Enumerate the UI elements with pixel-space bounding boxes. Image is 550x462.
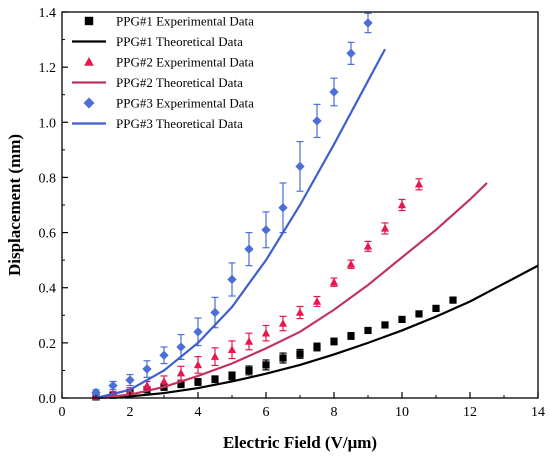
legend-item: PPG#1 Theoretical Data bbox=[72, 34, 243, 49]
data-point bbox=[261, 225, 271, 235]
legend-label: PPG#1 Theoretical Data bbox=[116, 34, 243, 49]
legend-marker-swatch bbox=[84, 16, 94, 26]
data-point bbox=[176, 342, 186, 352]
legend-item: PPG#2 Theoretical Data bbox=[72, 75, 243, 90]
series-5 bbox=[91, 12, 373, 398]
x-tick-label: 6 bbox=[263, 405, 270, 420]
data-point bbox=[415, 310, 423, 318]
series-2 bbox=[95, 264, 539, 400]
x-tick-label: 0 bbox=[59, 405, 66, 420]
series-line bbox=[95, 182, 488, 400]
data-point bbox=[330, 337, 338, 346]
data-point bbox=[414, 180, 424, 188]
data-point bbox=[228, 372, 236, 380]
legend-label: PPG#3 Theoretical Data bbox=[116, 116, 243, 131]
data-point bbox=[211, 375, 219, 383]
series-3 bbox=[91, 178, 424, 400]
data-point bbox=[347, 332, 355, 340]
data-point bbox=[193, 327, 203, 337]
x-tick-label: 10 bbox=[395, 405, 409, 420]
data-point bbox=[279, 354, 287, 362]
legend-item: PPG#2 Experimental Data bbox=[84, 55, 254, 70]
data-point bbox=[194, 378, 202, 386]
data-point bbox=[397, 200, 407, 209]
plot-marks bbox=[91, 12, 539, 401]
series-4 bbox=[95, 182, 488, 400]
x-tick-label: 8 bbox=[331, 405, 338, 420]
x-axis-title: Electric Field (V/μm) bbox=[223, 433, 377, 452]
data-point bbox=[312, 116, 322, 126]
data-point bbox=[363, 242, 373, 250]
data-point bbox=[176, 368, 186, 377]
series-line bbox=[95, 48, 386, 400]
legend-label: PPG#3 Experimental Data bbox=[116, 96, 254, 111]
y-tick-label: 0.2 bbox=[39, 337, 57, 352]
data-point bbox=[210, 352, 220, 360]
data-point bbox=[278, 319, 288, 327]
y-tick-label: 1.4 bbox=[39, 6, 57, 21]
data-point bbox=[125, 375, 135, 385]
data-point bbox=[227, 274, 237, 285]
x-tick-label: 2 bbox=[127, 405, 134, 420]
data-point bbox=[244, 337, 254, 345]
data-point bbox=[363, 18, 373, 28]
data-point bbox=[329, 277, 339, 286]
data-point bbox=[142, 364, 152, 374]
y-tick-label: 0.6 bbox=[39, 227, 57, 242]
data-point bbox=[210, 307, 220, 318]
series-6 bbox=[95, 48, 386, 400]
legend: PPG#1 Experimental Data PPG#1 Theoretical… bbox=[72, 14, 254, 131]
data-point bbox=[278, 203, 288, 213]
data-point bbox=[313, 343, 321, 351]
data-point bbox=[346, 48, 356, 59]
y-tick-label: 0.0 bbox=[39, 392, 57, 407]
legend-label: PPG#1 Experimental Data bbox=[116, 14, 254, 29]
data-point bbox=[296, 350, 304, 358]
data-point bbox=[295, 161, 305, 172]
data-point bbox=[262, 361, 270, 369]
x-tick-label: 12 bbox=[463, 405, 477, 420]
data-point bbox=[346, 259, 356, 268]
x-tick-label: 4 bbox=[195, 405, 202, 420]
data-point bbox=[193, 360, 203, 369]
data-point bbox=[91, 387, 101, 398]
y-tick-label: 0.4 bbox=[39, 282, 57, 297]
y-tick-label: 1.2 bbox=[39, 61, 57, 76]
axis-ticks: 0 2 4 6 8 10 12 14 0.0 0.2 0.4 0.6 0.8 1.0 1.2 1.4 bbox=[39, 6, 546, 420]
data-point bbox=[159, 350, 169, 360]
data-point bbox=[329, 87, 339, 97]
data-point bbox=[449, 296, 457, 304]
data-point bbox=[312, 297, 322, 305]
data-point bbox=[381, 321, 389, 329]
data-point bbox=[245, 366, 253, 375]
x-tick-label: 14 bbox=[531, 405, 545, 420]
y-tick-label: 1.0 bbox=[39, 116, 57, 131]
series-line bbox=[95, 264, 539, 400]
data-point bbox=[261, 328, 271, 337]
data-point bbox=[108, 380, 118, 391]
data-point bbox=[432, 304, 440, 312]
data-point bbox=[364, 326, 372, 335]
legend-label: PPG#2 Theoretical Data bbox=[116, 75, 243, 90]
legend-marker-swatch bbox=[83, 97, 95, 109]
legend-item: PPG#1 Experimental Data bbox=[84, 14, 254, 29]
y-axis-title: Displacement (mm) bbox=[5, 134, 24, 276]
y-tick-label: 0.8 bbox=[39, 171, 57, 186]
data-point bbox=[244, 244, 254, 254]
data-point bbox=[159, 377, 169, 385]
data-point bbox=[227, 345, 237, 353]
legend-item: PPG#3 Experimental Data bbox=[83, 96, 254, 111]
data-point bbox=[295, 308, 305, 316]
data-point bbox=[142, 381, 152, 389]
legend-label: PPG#2 Experimental Data bbox=[116, 55, 254, 70]
data-point bbox=[177, 380, 185, 388]
legend-item: PPG#3 Theoretical Data bbox=[72, 116, 243, 131]
legend-marker-swatch bbox=[84, 56, 94, 66]
data-point bbox=[398, 315, 406, 324]
data-point bbox=[380, 224, 390, 232]
